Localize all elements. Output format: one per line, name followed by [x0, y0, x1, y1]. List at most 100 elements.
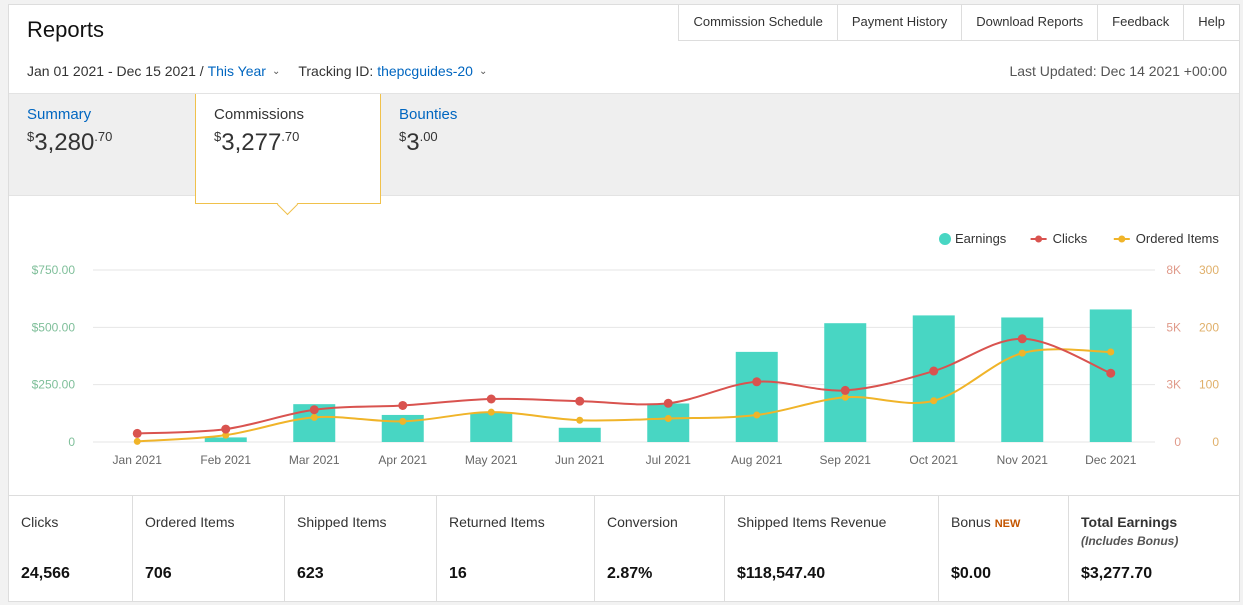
y-right-clicks-tick-label: 5K — [1166, 320, 1181, 334]
stat-ordered-items: Ordered Items 706 — [133, 496, 285, 601]
y-left-tick-label: $500.00 — [32, 320, 76, 334]
y-right-clicks-tick-label: 8K — [1166, 263, 1181, 277]
earnings-bar — [647, 403, 690, 442]
stat-label: Total Earnings — [1081, 514, 1178, 530]
stat-shipped-items: Shipped Items 623 — [285, 496, 437, 601]
legend-label: Earnings — [955, 231, 1007, 246]
x-tick-label: Jul 2021 — [646, 453, 692, 467]
clicks-point — [1017, 334, 1027, 344]
y-right-items-tick-label: 0 — [1212, 435, 1219, 449]
legend-label: Ordered Items — [1136, 231, 1220, 246]
stat-shipped-revenue: Shipped Items Revenue $118,547.40 — [725, 496, 939, 601]
period-dropdown[interactable]: This Year — [207, 63, 266, 79]
tracking-label: Tracking ID: — [298, 63, 374, 79]
feedback-button[interactable]: Feedback — [1098, 5, 1185, 40]
y-left-tick-label: $250.00 — [32, 378, 76, 392]
y-left-tick-label: $750.00 — [32, 263, 76, 277]
page-title: Reports — [27, 17, 105, 42]
ordered-items-point — [310, 413, 318, 421]
stat-value: 24,566 — [21, 565, 70, 582]
stat-conversion: Conversion 2.87% — [595, 496, 725, 601]
stat-value: 623 — [297, 565, 324, 582]
ordered-items-point — [1018, 349, 1026, 357]
date-range: Jan 01 2021 - Dec 15 2021 / — [27, 63, 204, 79]
filter-bar: Jan 01 2021 - Dec 15 2021 / This Year ⌄ … — [27, 63, 505, 79]
stat-value: 16 — [449, 565, 467, 582]
tracking-id-dropdown[interactable]: thepcguides-20 — [377, 63, 473, 79]
stat-value: $118,547.40 — [737, 565, 826, 582]
help-button[interactable]: Help — [1198, 14, 1225, 29]
legend-swatch-dot — [1035, 235, 1043, 243]
tab-commissions[interactable]: Commissions $3,277.70 — [195, 94, 381, 204]
clicks-point — [398, 400, 408, 410]
ordered-items-point — [841, 393, 849, 401]
stat-label: Shipped Items Revenue — [737, 514, 887, 530]
x-tick-label: Sep 2021 — [820, 453, 872, 467]
stat-value: 706 — [145, 565, 172, 582]
tab-summary[interactable]: Summary $3,280.70 — [9, 94, 195, 197]
ordered-items-point — [399, 417, 407, 425]
y-right-items-tick-label: 200 — [1199, 320, 1219, 334]
tab-commissions-label: Commissions — [214, 106, 305, 123]
earnings-bar — [912, 315, 955, 442]
ordered-items-point — [1107, 348, 1115, 356]
earnings-bar — [204, 437, 247, 442]
chevron-down-icon[interactable]: ⌄ — [478, 65, 488, 77]
earnings-bar — [824, 323, 867, 442]
earnings-bar — [558, 427, 601, 442]
reports-panel: Reports Commission Schedule Payment Hist… — [8, 4, 1240, 602]
stat-label: Ordered Items — [145, 514, 235, 530]
clicks-point — [309, 405, 319, 415]
y-right-items-tick-label: 100 — [1199, 378, 1219, 392]
stat-clicks: Clicks 24,566 — [9, 496, 133, 601]
x-tick-label: Dec 2021 — [1085, 453, 1137, 467]
ordered-items-point — [930, 397, 938, 405]
tab-summary-label: Summary — [27, 106, 92, 123]
y-right-items-tick-label: 300 — [1199, 263, 1219, 277]
clicks-point — [221, 424, 231, 434]
stat-value: $0.00 — [951, 565, 992, 582]
x-tick-label: Oct 2021 — [909, 453, 958, 467]
y-right-clicks-tick-label: 3K — [1166, 378, 1181, 392]
stat-returned-items: Returned Items 16 — [437, 496, 595, 601]
ordered-items-point — [753, 411, 761, 419]
clicks-point — [1106, 368, 1116, 378]
earnings-chart: 0 $250.00 $500.00 $750.00 0 3K 5K 8K 0 100 200 300 J… — [32, 231, 1220, 467]
chevron-down-icon[interactable]: ⌄ — [271, 65, 281, 77]
stat-label: Clicks — [21, 514, 59, 530]
earnings-bar — [470, 412, 513, 442]
y-right-clicks-tick-label: 0 — [1174, 435, 1181, 449]
tab-commissions-value: $3,277.70 — [214, 129, 300, 156]
stat-label: Shipped Items — [297, 514, 387, 530]
commission-schedule-button[interactable]: Commission Schedule — [679, 5, 838, 40]
ordered-items-point — [664, 414, 672, 422]
tab-bounties[interactable]: Bounties $3.00 — [381, 94, 567, 197]
clicks-point — [840, 385, 850, 395]
x-tick-label: Jun 2021 — [555, 453, 605, 467]
tab-bounties-label: Bounties — [399, 106, 458, 123]
x-tick-label: Apr 2021 — [378, 453, 427, 467]
stat-label: Returned Items — [449, 514, 545, 530]
x-tick-label: Aug 2021 — [731, 453, 783, 467]
legend-label: Clicks — [1053, 231, 1088, 246]
ordered-items-point — [576, 416, 584, 424]
summary-tabs: Summary $3,280.70 Commissions $3,277.70 … — [9, 93, 1239, 204]
legend-swatch — [939, 233, 951, 245]
stat-bonus: Bonus NEW $0.00 — [939, 496, 1069, 601]
payment-history-button[interactable]: Payment History — [838, 5, 963, 40]
stat-value: 2.87% — [607, 565, 653, 582]
last-updated: Last Updated: Dec 14 2021 +00:00 — [1009, 63, 1227, 79]
stat-label: Bonus NEW — [951, 514, 1021, 530]
ordered-items-point — [222, 431, 230, 439]
clicks-line — [137, 337, 1112, 435]
x-tick-label: Nov 2021 — [997, 453, 1049, 467]
legend-swatch-dot — [1118, 235, 1126, 243]
stat-sublabel: (Includes Bonus) — [1081, 534, 1179, 548]
stat-label: Conversion — [607, 514, 678, 530]
x-tick-label: Jan 2021 — [113, 453, 163, 467]
clicks-point — [486, 394, 496, 404]
download-reports-button[interactable]: Download Reports — [962, 5, 1099, 40]
stat-total-earnings: Total Earnings (Includes Bonus) $3,277.7… — [1069, 496, 1239, 601]
ordered-items-point — [133, 437, 141, 445]
x-tick-label: May 2021 — [465, 453, 518, 467]
